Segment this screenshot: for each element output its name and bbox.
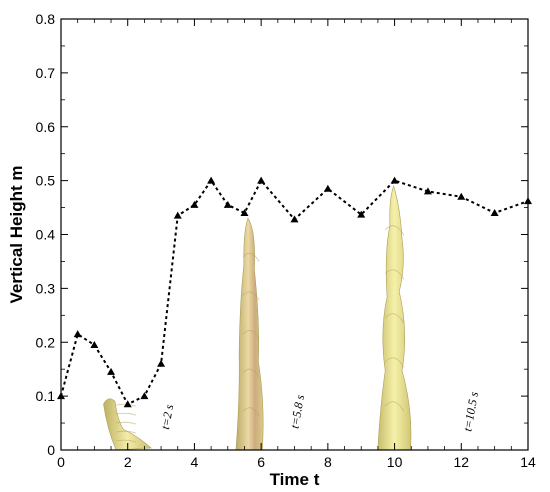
y-tick-label: 0.3 [36,280,56,296]
x-axis-title: Time t [270,470,320,489]
data-point-marker [490,208,499,216]
vortex-shape-t10.5-band [384,225,405,236]
x-tick-label: 14 [520,454,536,470]
y-tick-label: 0.5 [36,173,56,189]
vortex-shape-t5.8-band [242,330,260,340]
vortex-shape-t5.8-band [242,252,260,262]
annotation-label: t=5.8 s [287,393,307,429]
vortex-shape-t10.5-band [384,401,405,412]
data-point-marker [457,192,466,200]
x-tick-label: 2 [124,454,132,470]
x-tick-label: 0 [57,454,65,470]
data-point-marker [140,392,149,400]
inset-images [103,185,412,451]
data-point-marker [57,392,65,400]
series-layer [57,176,532,408]
y-tick-label: 0.7 [36,65,56,81]
x-tick-label: 8 [324,454,332,470]
axes: 0 2 4 6 8 10 12 14 0 0.1 0.2 0.3 0.4 0.5 0.6 0.7 0.8 Time… [7,11,536,489]
series-line [60,178,529,406]
y-tick-label: 0.1 [36,388,56,404]
data-point-marker [290,215,299,223]
data-point-marker [190,200,199,208]
annotation-label: t=2 s [158,403,176,430]
vortex-shape-t10.5 [377,185,412,451]
vortex-shape-t10.5-band [384,357,405,368]
y-tick-label: 0.2 [36,334,56,350]
data-point-marker [90,340,99,348]
vortex-shape-t2-body [103,398,152,451]
data-point-marker [157,359,166,367]
x-tick-label: 10 [387,454,403,470]
y-tick-label: 0.4 [36,227,56,243]
data-point-marker [123,400,132,408]
data-point-marker [357,210,366,218]
vortex-shape-t2-band [115,439,137,443]
plot-frame [60,18,529,451]
data-point-marker [173,211,182,219]
data-point-marker [240,208,249,216]
vortex-shape-t5.8 [235,217,264,451]
data-point-marker [323,184,332,192]
data-point-marker [107,367,116,375]
y-axis-title: Vertical Height m [7,166,26,304]
data-point-marker [223,200,232,208]
vortex-shape-t2-band [115,430,137,434]
x-tick-label: 6 [257,454,265,470]
vortex-shape-t2-band [115,421,137,425]
data-point-marker [257,176,266,184]
data-point-marker [390,176,399,184]
annotation-label: t=10.5 s [460,390,481,432]
x-tick-label: 12 [453,454,469,470]
y-tick-label: 0.8 [36,11,56,27]
vortex-shape-t2-band [115,412,137,416]
data-point-marker [73,330,82,338]
data-point-marker [207,176,216,184]
data-point-marker [423,187,432,195]
vortex-shape-t10.5-band [384,269,405,280]
vortex-shape-t5.8-band [242,407,260,417]
x-tick-label: 4 [191,454,199,470]
annotations: t=2 s t=5.8 s t=10.5 s [158,390,481,432]
data-point-marker [524,197,532,205]
y-tick-label: 0.6 [36,119,56,135]
vortex-shape-t10.5-band [384,313,405,324]
vortex-shape-t5.8-band [242,368,260,378]
vortex-shape-t5.8-band [242,291,260,301]
y-tick-label: 0 [47,442,55,458]
